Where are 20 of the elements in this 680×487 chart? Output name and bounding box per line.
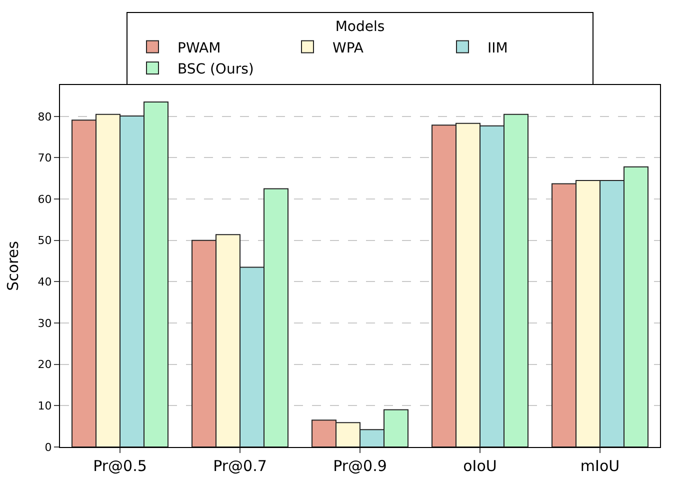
y-tick-label: 50: [38, 234, 52, 248]
y-tick-label: 80: [38, 110, 52, 124]
legend-label: PWAM: [178, 40, 221, 56]
x-tick-label: oIoU: [463, 457, 497, 475]
y-tick-label: 10: [38, 400, 52, 413]
legend-label: WPA: [332, 40, 364, 56]
y-tick-label: 60: [38, 192, 52, 206]
y-axis-title: Scores: [4, 240, 22, 291]
x-tick-label: Pr@0.5: [93, 457, 147, 475]
y-tick-label: 30: [38, 316, 52, 330]
legend-label: BSC (Ours): [178, 61, 254, 78]
legend-label: IIM: [488, 40, 508, 56]
y-tick-label: 0: [44, 440, 52, 454]
y-tick-label: 40: [38, 276, 52, 289]
y-tick-label: 70: [38, 152, 52, 165]
y-tick-label: 20: [38, 358, 52, 372]
x-tick-label: Pr@0.9: [333, 457, 387, 475]
x-tick-label: Pr@0.7: [213, 457, 267, 475]
legend-title: Models: [335, 19, 385, 36]
x-tick-label: mIoU: [580, 457, 620, 475]
